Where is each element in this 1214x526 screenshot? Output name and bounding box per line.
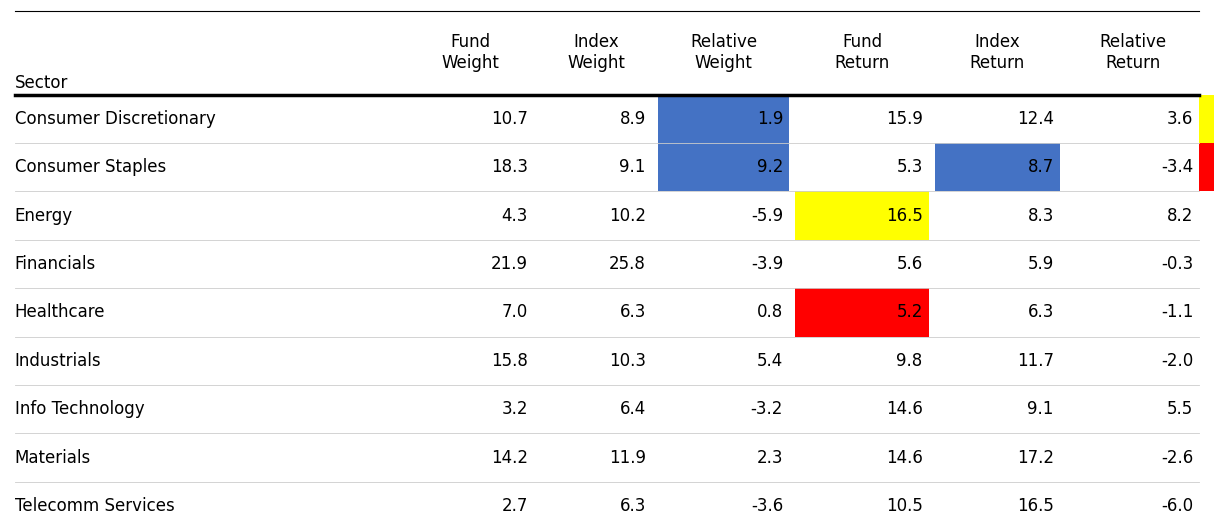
Text: 7.0: 7.0	[501, 304, 528, 321]
Text: -1.1: -1.1	[1161, 304, 1193, 321]
Text: 8.3: 8.3	[1027, 207, 1054, 225]
Text: 5.2: 5.2	[896, 304, 923, 321]
Text: 6.3: 6.3	[619, 497, 646, 515]
Text: 10.2: 10.2	[609, 207, 646, 225]
Text: Fund
Weight: Fund Weight	[442, 33, 499, 72]
Text: 8.9: 8.9	[619, 110, 646, 128]
Text: -3.6: -3.6	[750, 497, 783, 515]
Text: 3.2: 3.2	[501, 400, 528, 418]
Text: 6.3: 6.3	[619, 304, 646, 321]
Text: 5.9: 5.9	[1027, 255, 1054, 273]
Bar	[795, 288, 929, 337]
Text: Healthcare: Healthcare	[15, 304, 106, 321]
Text: 16.5: 16.5	[886, 207, 923, 225]
Text: 5.4: 5.4	[756, 352, 783, 370]
Text: 9.2: 9.2	[756, 158, 783, 176]
Text: 16.5: 16.5	[1017, 497, 1054, 515]
Text: Industrials: Industrials	[15, 352, 101, 370]
Text: 10.7: 10.7	[492, 110, 528, 128]
Text: Consumer Discretionary: Consumer Discretionary	[15, 110, 215, 128]
Text: 18.3: 18.3	[492, 158, 528, 176]
Text: 17.2: 17.2	[1017, 449, 1054, 467]
Text: -2.6: -2.6	[1161, 449, 1193, 467]
Text: 6.4: 6.4	[619, 400, 646, 418]
Bar	[1199, 143, 1214, 191]
Text: 2.3: 2.3	[756, 449, 783, 467]
Text: Telecomm Services: Telecomm Services	[15, 497, 175, 515]
Text: 15.9: 15.9	[886, 110, 923, 128]
Bar	[658, 95, 789, 143]
Text: 12.4: 12.4	[1017, 110, 1054, 128]
Text: -3.4: -3.4	[1161, 158, 1193, 176]
Text: 21.9: 21.9	[492, 255, 528, 273]
Text: Fund
Return: Fund Return	[834, 33, 890, 72]
Text: Energy: Energy	[15, 207, 73, 225]
Text: 10.3: 10.3	[609, 352, 646, 370]
Text: -5.9: -5.9	[751, 207, 783, 225]
Text: Relative
Weight: Relative Weight	[690, 33, 758, 72]
Text: Financials: Financials	[15, 255, 96, 273]
Text: 4.3: 4.3	[501, 207, 528, 225]
Text: 9.1: 9.1	[1027, 400, 1054, 418]
Text: 14.6: 14.6	[886, 400, 923, 418]
Text: Materials: Materials	[15, 449, 91, 467]
Bar	[935, 143, 1060, 191]
Text: 2.7: 2.7	[501, 497, 528, 515]
Text: 14.2: 14.2	[492, 449, 528, 467]
Text: 5.6: 5.6	[896, 255, 923, 273]
Text: -2.0: -2.0	[1161, 352, 1193, 370]
Text: 6.3: 6.3	[1027, 304, 1054, 321]
Text: 5.3: 5.3	[896, 158, 923, 176]
Text: 15.8: 15.8	[492, 352, 528, 370]
Text: Index
Return: Index Return	[970, 33, 1025, 72]
Text: -3.9: -3.9	[750, 255, 783, 273]
Text: 25.8: 25.8	[609, 255, 646, 273]
Text: 8.2: 8.2	[1167, 207, 1193, 225]
Text: -3.2: -3.2	[750, 400, 783, 418]
Text: -0.3: -0.3	[1161, 255, 1193, 273]
Text: 9.1: 9.1	[619, 158, 646, 176]
Bar	[795, 191, 929, 240]
Bar	[658, 143, 789, 191]
Text: 11.9: 11.9	[609, 449, 646, 467]
Text: Consumer Staples: Consumer Staples	[15, 158, 166, 176]
Text: Sector: Sector	[15, 74, 68, 92]
Text: -6.0: -6.0	[1162, 497, 1193, 515]
Text: 10.5: 10.5	[886, 497, 923, 515]
Text: 8.7: 8.7	[1027, 158, 1054, 176]
Text: 0.8: 0.8	[756, 304, 783, 321]
Text: 14.6: 14.6	[886, 449, 923, 467]
Text: Relative
Return: Relative Return	[1099, 33, 1167, 72]
Text: Info Technology: Info Technology	[15, 400, 144, 418]
Text: 11.7: 11.7	[1017, 352, 1054, 370]
Text: Index
Weight: Index Weight	[567, 33, 625, 72]
Text: 5.5: 5.5	[1167, 400, 1193, 418]
Text: 1.9: 1.9	[756, 110, 783, 128]
Bar	[1199, 95, 1214, 143]
Text: 3.6: 3.6	[1167, 110, 1193, 128]
Text: 9.8: 9.8	[896, 352, 923, 370]
